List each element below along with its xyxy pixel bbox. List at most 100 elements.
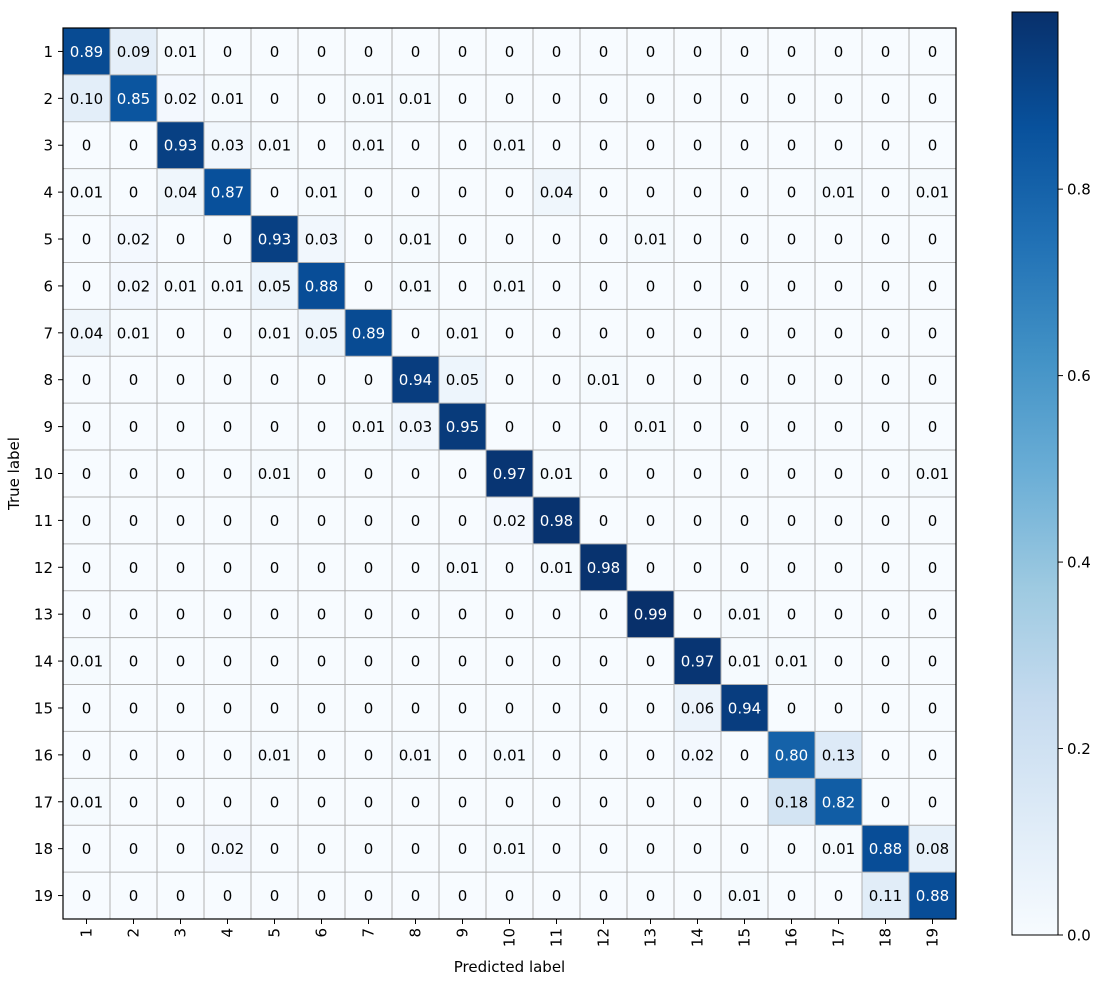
cell-r13-c8 [392, 590, 440, 639]
cell-r7-c4 [204, 309, 252, 357]
cell-label: 0 [505, 793, 515, 811]
cell-label: 0 [364, 371, 374, 389]
x-tick-label: 2 [125, 928, 143, 938]
cell-label: 0 [834, 137, 844, 155]
cell-r9-c9 [439, 403, 487, 451]
cell-label: 0 [693, 277, 703, 295]
cell-r11-c9 [439, 496, 487, 545]
cell-r4-c11 [533, 168, 581, 217]
cell-label: 0.82 [822, 793, 855, 811]
cell-label: 0 [787, 559, 797, 577]
cell-r10-c9 [439, 450, 487, 498]
cell-r19-c15 [721, 872, 769, 920]
cell-label: 0 [317, 653, 327, 671]
cell-label: 0 [129, 887, 139, 905]
cell-r4-c16 [768, 168, 816, 217]
cell-label: 0 [82, 887, 92, 905]
cell-r15-c8 [392, 684, 440, 732]
cell-label: 0 [129, 699, 139, 717]
cell-r2-c2 [110, 74, 158, 123]
cell-label: 0 [646, 699, 656, 717]
cell-label: 0 [693, 324, 703, 342]
cell-label: 0 [364, 559, 374, 577]
cell-r1-c14 [674, 28, 722, 76]
cell-r17-c14 [674, 778, 722, 826]
cell-label: 0 [505, 606, 515, 624]
cell-r2-c12 [580, 74, 628, 123]
cell-label: 0 [787, 371, 797, 389]
cell-label: 0 [223, 746, 233, 764]
cell-label: 0 [364, 231, 374, 249]
cell-label: 0.01 [399, 746, 432, 764]
cell-r4-c13 [627, 168, 675, 217]
cell-r4-c10 [486, 168, 534, 217]
cell-r8-c3 [157, 356, 205, 404]
x-tick-label: 1 [78, 928, 96, 938]
cell-r4-c17 [815, 168, 863, 217]
cell-r11-c5 [251, 496, 299, 545]
cell-label: 0 [411, 324, 421, 342]
cell-r13-c16 [768, 590, 816, 639]
colorbar-gradient [1011, 11, 1059, 936]
cell-r19-c18 [862, 872, 910, 920]
cell-label: 0 [505, 653, 515, 671]
cell-label: 0 [834, 512, 844, 530]
cell-label: 0 [599, 324, 609, 342]
cell-label: 0 [740, 465, 750, 483]
cell-label: 0 [740, 371, 750, 389]
cell-r16-c5 [251, 731, 299, 779]
cell-r2-c6 [298, 74, 346, 123]
cell-r14-c17 [815, 637, 863, 686]
cell-r10-c2 [110, 450, 158, 498]
cell-r8-c19 [909, 356, 957, 404]
cell-r5-c7 [345, 215, 393, 263]
cell-r19-c19 [909, 872, 957, 920]
cell-label: 0 [317, 512, 327, 530]
cell-r3-c16 [768, 121, 816, 170]
cell-label: 0 [646, 137, 656, 155]
cell-label: 0 [176, 512, 186, 530]
cell-label: 0.01 [352, 90, 385, 108]
cell-r6-c14 [674, 262, 722, 310]
cell-r8-c12 [580, 356, 628, 404]
cell-r13-c18 [862, 590, 910, 639]
cell-r13-c7 [345, 590, 393, 639]
cell-r11-c7 [345, 496, 393, 545]
cell-r1-c16 [768, 28, 816, 76]
cell-label: 0 [740, 324, 750, 342]
cell-r5-c19 [909, 215, 957, 263]
cell-label: 0 [552, 43, 562, 61]
colorbar-ticks: 0.0 0.2 0.4 0.6 0.8 [1058, 181, 1091, 945]
cell-r18-c17 [815, 825, 863, 873]
cell-r3-c4 [204, 121, 252, 170]
cell-label: 0.85 [117, 90, 150, 108]
cell-r10-c4 [204, 450, 252, 498]
cell-label: 0 [82, 512, 92, 530]
cell-label: 0 [881, 324, 891, 342]
x-tick-label: 18 [877, 928, 895, 947]
cell-label: 0 [458, 746, 468, 764]
cell-r9-c19 [909, 403, 957, 451]
cell-label: 0.01 [822, 840, 855, 858]
cell-r9-c17 [815, 403, 863, 451]
cell-r14-c18 [862, 637, 910, 686]
cell-r1-c3 [157, 28, 205, 76]
cell-r2-c13 [627, 74, 675, 123]
cell-r15-c1 [63, 684, 111, 732]
cell-r4-c18 [862, 168, 910, 217]
cell-label: 0.01 [70, 653, 103, 671]
cell-r8-c10 [486, 356, 534, 404]
cell-r12-c17 [815, 543, 863, 592]
cell-r12-c12 [580, 543, 628, 592]
cell-r9-c11 [533, 403, 581, 451]
cell-label: 0 [364, 465, 374, 483]
cell-label: 0.80 [775, 746, 808, 764]
cell-r19-c8 [392, 872, 440, 920]
colorbar-tick-label: 0.2 [1067, 740, 1091, 758]
cell-r1-c7 [345, 28, 393, 76]
cell-label: 0.05 [258, 277, 291, 295]
cell-r2-c19 [909, 74, 957, 123]
cell-r1-c17 [815, 28, 863, 76]
cell-label: 0.13 [822, 746, 855, 764]
